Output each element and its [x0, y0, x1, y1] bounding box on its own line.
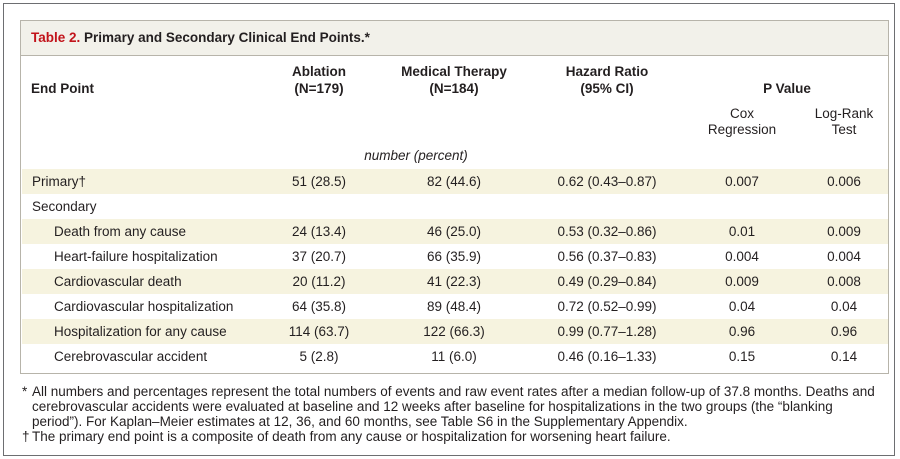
hazard-value: 0.56 (0.37–0.83) — [557, 249, 657, 264]
header-hazard-ci: (95% CI) — [580, 81, 634, 96]
medical-value: 122 (66.3) — [423, 324, 485, 339]
header-cox-line1: Cox — [729, 106, 755, 121]
table-row: Secondary — [22, 194, 888, 219]
header-medical-n: (N=184) — [429, 81, 479, 96]
medical-value: 89 (48.4) — [426, 299, 482, 314]
logrank-value: 0.96 — [830, 324, 858, 339]
hazard-value: 0.46 (0.16–1.33) — [557, 349, 657, 364]
hazard-value: 0.62 (0.43–0.87) — [557, 174, 657, 189]
row-label: Cerebrovascular accident — [54, 349, 208, 364]
header-hazard-ratio: Hazard Ratio (95% CI) — [566, 63, 649, 97]
ablation-value: 5 (2.8) — [299, 349, 339, 364]
row-label: Primary† — [32, 174, 87, 189]
units-label: number (percent) — [364, 148, 468, 163]
table-row: Cardiovascular hospitalization 64 (35.8)… — [22, 294, 888, 319]
hazard-value: 0.53 (0.32–0.86) — [557, 224, 657, 239]
footnote-text: All numbers and percentages represent th… — [32, 384, 875, 429]
header-ablation: Ablation (N=179) — [292, 63, 346, 97]
row-label: Death from any cause — [54, 224, 187, 239]
hazard-value: 0.49 (0.29–0.84) — [557, 274, 657, 289]
footnotes: * All numbers and percentages represent … — [22, 384, 884, 444]
table-row: Primary† 51 (28.5) 82 (44.6) 0.62 (0.43–… — [22, 169, 888, 194]
footnote-text: The primary end point is a composite of … — [32, 429, 671, 444]
cox-value: 0.007 — [725, 174, 759, 189]
cox-value: 0.004 — [725, 249, 759, 264]
ablation-value: 64 (35.8) — [291, 299, 347, 314]
logrank-value: 0.004 — [827, 249, 861, 264]
medical-value: 66 (35.9) — [426, 249, 482, 264]
ablation-value: 37 (20.7) — [291, 249, 347, 264]
cox-value: 0.04 — [728, 299, 756, 314]
row-label: Cardiovascular death — [54, 274, 182, 289]
table-row: Cardiovascular death 20 (11.2) 41 (22.3)… — [22, 269, 888, 294]
cox-value: 0.15 — [728, 349, 756, 364]
header-p-value: P Value — [763, 81, 811, 96]
logrank-value: 0.14 — [830, 349, 858, 364]
hazard-value: 0.72 (0.52–0.99) — [557, 299, 657, 314]
ablation-value: 20 (11.2) — [292, 274, 346, 289]
header-log-rank: Log-Rank Test — [815, 106, 874, 138]
medical-value: 41 (22.3) — [426, 274, 482, 289]
end-points-table: Table 2. Primary and Secondary Clinical … — [20, 20, 889, 374]
cox-value: 0.96 — [728, 324, 756, 339]
table-title: Table 2. Primary and Secondary Clinical … — [21, 21, 888, 56]
footnote-dagger: † The primary end point is a composite o… — [22, 429, 884, 444]
header-cox-regression: Cox Regression — [708, 106, 776, 138]
table-title-text: Primary and Secondary Clinical End Point… — [84, 30, 370, 45]
medical-value: 11 (6.0) — [431, 349, 477, 364]
ablation-value: 51 (28.5) — [291, 174, 347, 189]
medical-value: 46 (25.0) — [426, 224, 482, 239]
cox-value: 0.01 — [728, 224, 756, 239]
logrank-value: 0.009 — [827, 224, 861, 239]
header-ablation-n: (N=179) — [294, 81, 344, 96]
table-number: Table 2. — [31, 30, 81, 45]
ablation-value: 114 (63.7) — [288, 324, 350, 339]
table-row: Death from any cause 24 (13.4) 46 (25.0)… — [22, 219, 888, 244]
logrank-value: 0.04 — [830, 299, 858, 314]
logrank-value: 0.006 — [827, 174, 861, 189]
row-label: Hospitalization for any cause — [54, 324, 227, 339]
table-row: Cerebrovascular accident 5 (2.8) 11 (6.0… — [22, 344, 888, 369]
header-cox-line2: Regression — [707, 122, 777, 137]
header-medical-therapy: Medical Therapy (N=184) — [401, 63, 507, 97]
medical-value: 82 (44.6) — [426, 174, 482, 189]
page-frame — [3, 3, 895, 456]
header-logrank-line2: Test — [831, 122, 857, 137]
table-row: Hospitalization for any cause 114 (63.7)… — [22, 319, 888, 344]
row-label: Secondary — [32, 199, 97, 214]
footnote-asterisk: * All numbers and percentages represent … — [22, 384, 884, 429]
footnote-mark: † — [22, 429, 30, 444]
row-label: Cardiovascular hospitalization — [54, 299, 234, 314]
header-logrank-line1: Log-Rank — [814, 106, 874, 121]
header-hazard-label: Hazard Ratio — [565, 64, 649, 79]
footnote-mark: * — [22, 384, 28, 399]
row-label: Heart-failure hospitalization — [54, 249, 218, 264]
hazard-value: 0.99 (0.77–1.28) — [557, 324, 657, 339]
header-ablation-label: Ablation — [292, 64, 346, 79]
cox-value: 0.009 — [725, 274, 759, 289]
header-medical-label: Medical Therapy — [401, 64, 507, 79]
header-end-point: End Point — [31, 81, 94, 96]
ablation-value: 24 (13.4) — [291, 224, 347, 239]
logrank-value: 0.008 — [827, 274, 861, 289]
table-row: Heart-failure hospitalization 37 (20.7) … — [22, 244, 888, 269]
